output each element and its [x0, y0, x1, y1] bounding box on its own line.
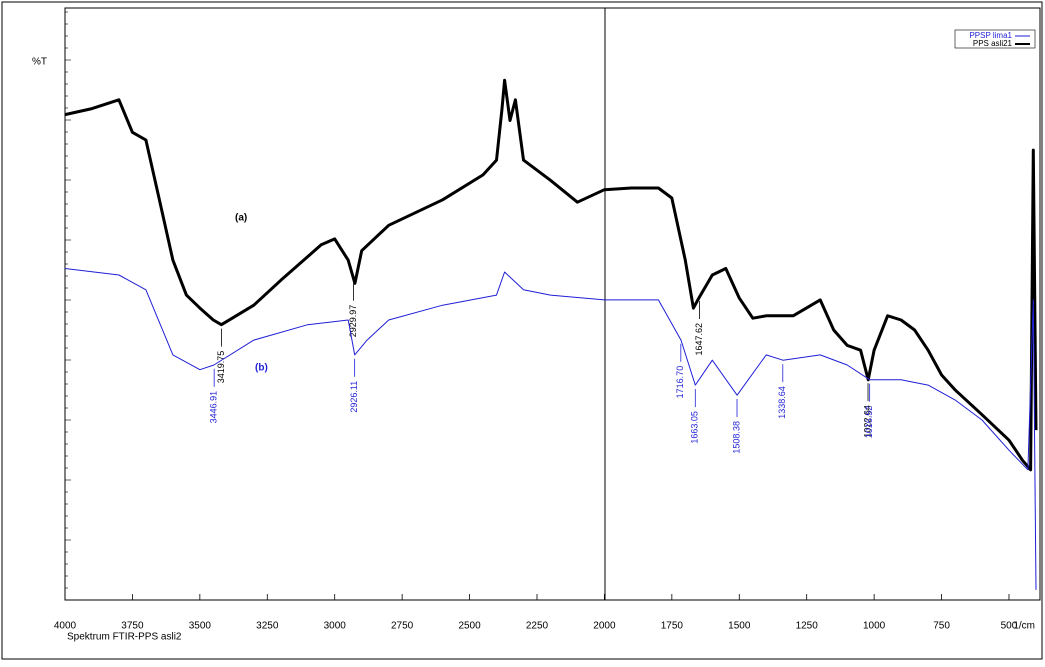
x-tick-label: 4000 [54, 621, 77, 632]
x-axis-label: Spektrum FTIR-PPS asli2 [67, 632, 182, 643]
peak-label: 3446.91 [209, 391, 219, 424]
x-tick-label: 2500 [458, 621, 481, 632]
chart: %T Spektrum FTIR-PPS asli2 1/cm (a) (b) … [0, 0, 1045, 662]
y-axis-label: %T [32, 57, 47, 68]
peak-label: 1647.62 [694, 323, 704, 356]
x-tick-label: 1500 [728, 621, 751, 632]
peak-label: 2929.97 [348, 305, 358, 338]
peak-label: 1016.52 [864, 406, 874, 439]
peak-label: 1508.38 [731, 421, 741, 454]
x-tick-label: 3500 [189, 621, 212, 632]
x-tick-label: 2250 [526, 621, 549, 632]
peak-label: 1338.64 [777, 386, 787, 419]
peak-label: 3419.75 [216, 351, 226, 384]
annotation: (b) [255, 363, 268, 374]
outer-frame [2, 2, 1042, 659]
annotation: (a) [235, 213, 247, 224]
x-tick-label: 2000 [593, 621, 616, 632]
x-tick-label: 3250 [256, 621, 279, 632]
legend-label: PPS asli21 [973, 39, 1013, 48]
peak-label: 1716.70 [675, 366, 685, 399]
x-tick-label: 3000 [324, 621, 347, 632]
x-tick-label: 3750 [121, 621, 144, 632]
x-tick-label: 500 [1001, 621, 1018, 632]
x-tick-label: 1000 [863, 621, 886, 632]
x-tick-label: 750 [933, 621, 950, 632]
x-tick-label: 1750 [661, 621, 684, 632]
x-tick-label: 2750 [391, 621, 414, 632]
peak-label: 1663.05 [690, 411, 700, 444]
peak-label: 2926.11 [349, 381, 359, 413]
x-tick-label: 1250 [796, 621, 819, 632]
page: %T Spektrum FTIR-PPS asli2 1/cm (a) (b) … [0, 0, 1045, 667]
